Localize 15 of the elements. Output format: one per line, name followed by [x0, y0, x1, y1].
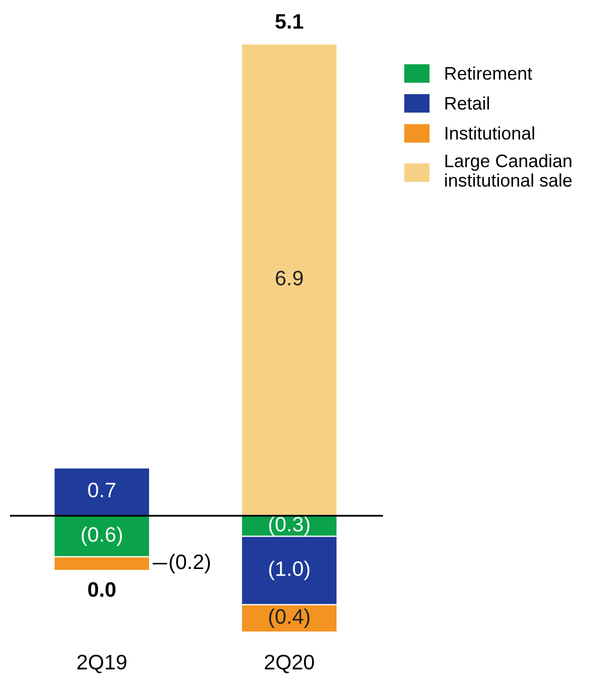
data-label: (0.3) — [269, 516, 310, 536]
x-tick-label: 2Q20 — [264, 654, 314, 674]
legend-label: Retail — [445, 96, 489, 110]
data-label: (1.0) — [269, 560, 310, 580]
data-label: 6.9 — [276, 270, 303, 286]
x-tick-label: 2Q19 — [77, 654, 126, 674]
data-label: (0.6) — [82, 526, 122, 546]
total-label: 5.1 — [275, 14, 304, 29]
legend-label: Large Canadian institutional sale — [445, 154, 572, 187]
data-label: 0.7 — [88, 482, 116, 498]
total-label: 0.0 — [88, 582, 116, 597]
data-label: (0.2) — [170, 554, 210, 574]
legend-label: Retirement — [445, 66, 532, 80]
data-label: (0.4) — [269, 608, 310, 628]
legend-label: Institutional — [446, 126, 534, 140]
